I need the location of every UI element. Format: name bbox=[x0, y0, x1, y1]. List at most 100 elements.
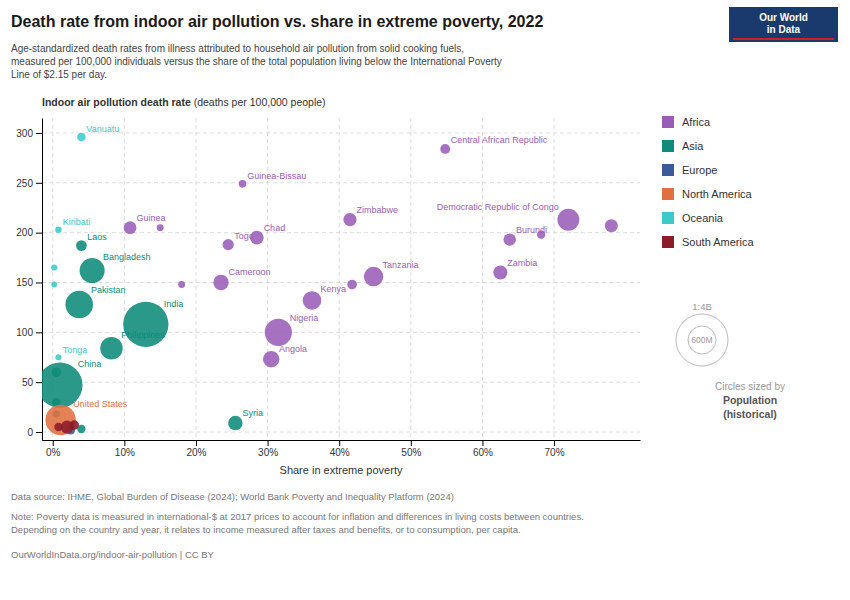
y-tick-mark bbox=[36, 332, 42, 333]
point bbox=[343, 213, 356, 226]
point-label: Syria bbox=[242, 408, 263, 418]
point bbox=[263, 351, 279, 367]
text-line: Depending on the country and year, it re… bbox=[11, 524, 521, 535]
y-tick: 250 bbox=[16, 177, 42, 188]
size-legend-label: 1:4B bbox=[692, 301, 712, 312]
x-tick: 50% bbox=[401, 440, 421, 458]
point-label: Nigeria bbox=[290, 313, 319, 323]
point bbox=[223, 239, 234, 250]
x-grid-line bbox=[124, 118, 125, 440]
point bbox=[51, 264, 57, 270]
point-label: Bangladesh bbox=[103, 252, 151, 262]
x-tick-mark bbox=[53, 440, 54, 446]
point-label: Guinea bbox=[137, 213, 166, 223]
point bbox=[213, 275, 228, 290]
point bbox=[157, 224, 164, 231]
point-label: Guinea-Bissau bbox=[247, 171, 306, 181]
legend-label: South America bbox=[682, 236, 754, 248]
url: OurWorldInData.org/indoor-air-pollution … bbox=[11, 549, 215, 560]
point-label: Central African Republic bbox=[451, 135, 548, 145]
y-tick: 300 bbox=[16, 128, 42, 139]
points bbox=[42, 133, 618, 436]
y-tick-label: 150 bbox=[16, 277, 33, 288]
subtitle: Age-standardized death rates from illnes… bbox=[11, 43, 502, 80]
y-axis-title: Indoor air pollution death rate (deaths … bbox=[42, 96, 326, 108]
logo-box bbox=[729, 7, 838, 42]
point bbox=[45, 405, 75, 435]
logo-bar bbox=[733, 38, 834, 40]
point bbox=[55, 354, 61, 360]
point bbox=[265, 319, 292, 346]
legend-swatch bbox=[662, 236, 674, 248]
x-tick-mark bbox=[268, 440, 269, 446]
y-tick-label: 50 bbox=[22, 377, 34, 388]
y-tick: 200 bbox=[16, 227, 42, 238]
point-label: Kiribati bbox=[63, 217, 91, 227]
point bbox=[239, 180, 247, 188]
x-tick: 20% bbox=[186, 440, 206, 458]
logo-text: Our World bbox=[759, 12, 808, 23]
point bbox=[440, 144, 450, 154]
point-label: Vanuatu bbox=[86, 124, 119, 134]
x-axis: 0%10%20%30%40%50%60%70% bbox=[43, 440, 641, 458]
size-legend: 1:4B600MCircles sized byPopulation(histo… bbox=[676, 301, 785, 420]
y-tick-mark bbox=[36, 432, 42, 433]
y-tick-label: 100 bbox=[16, 327, 33, 338]
point bbox=[605, 219, 618, 232]
x-tick-mark bbox=[411, 440, 412, 446]
y-grid-line bbox=[42, 382, 640, 383]
legend-swatch bbox=[662, 116, 674, 128]
x-axis-line bbox=[43, 440, 641, 441]
point-label: Tanzania bbox=[382, 260, 418, 270]
point bbox=[303, 291, 322, 310]
x-tick-label: 70% bbox=[545, 447, 565, 458]
legend-item: South America bbox=[662, 236, 754, 248]
x-tick-label: 0% bbox=[46, 447, 61, 458]
x-tick-label: 20% bbox=[186, 447, 206, 458]
y-grid-line bbox=[42, 182, 640, 183]
legend-swatch bbox=[662, 188, 674, 200]
logo-text: in Data bbox=[767, 24, 801, 35]
x-tick: 70% bbox=[545, 440, 565, 458]
point bbox=[65, 291, 93, 319]
chart: Death rate from indoor air pollution vs.… bbox=[0, 0, 850, 600]
y-axis: 050100150200250300 bbox=[16, 119, 42, 441]
legend-item: Europe bbox=[662, 164, 717, 176]
source: Data source: IHME, Global Burden of Dise… bbox=[11, 491, 454, 502]
point-label: Tonga bbox=[63, 345, 88, 355]
size-legend-text: Circles sized by bbox=[715, 381, 785, 392]
point bbox=[80, 258, 105, 283]
point bbox=[55, 226, 61, 232]
x-tick-mark bbox=[196, 440, 197, 446]
point-label: Zimbabwe bbox=[357, 205, 399, 215]
point bbox=[52, 367, 62, 377]
legend-label: Oceania bbox=[682, 212, 724, 224]
point-label: Angola bbox=[279, 344, 307, 354]
point-label: Burundi bbox=[516, 225, 547, 235]
y-tick: 100 bbox=[16, 327, 42, 338]
point bbox=[124, 221, 137, 234]
legend-label: North America bbox=[682, 188, 753, 200]
y-tick: 150 bbox=[16, 277, 42, 288]
point-label: China bbox=[78, 359, 102, 369]
x-grid-line bbox=[195, 118, 196, 440]
point bbox=[178, 281, 185, 288]
y-tick-mark bbox=[36, 282, 42, 283]
y-axis-title-light: (deaths per 100,000 people) bbox=[191, 96, 326, 108]
x-tick-label: 60% bbox=[473, 447, 493, 458]
legend-item: Asia bbox=[662, 140, 704, 152]
point-label: Democratic Republic of Congo bbox=[437, 202, 559, 212]
x-tick: 30% bbox=[258, 440, 278, 458]
y-tick-label: 200 bbox=[16, 227, 33, 238]
x-tick-mark bbox=[339, 440, 340, 446]
point bbox=[493, 265, 507, 279]
legend-item: Africa bbox=[662, 116, 711, 128]
size-legend-text: Population bbox=[723, 394, 777, 406]
x-tick-mark bbox=[124, 440, 125, 446]
x-tick-mark bbox=[554, 440, 555, 446]
x-tick-label: 10% bbox=[115, 447, 135, 458]
size-legend-circle bbox=[676, 314, 728, 366]
point bbox=[76, 240, 87, 251]
size-legend-text: (historical) bbox=[723, 408, 777, 420]
legend-label: Asia bbox=[682, 140, 704, 152]
